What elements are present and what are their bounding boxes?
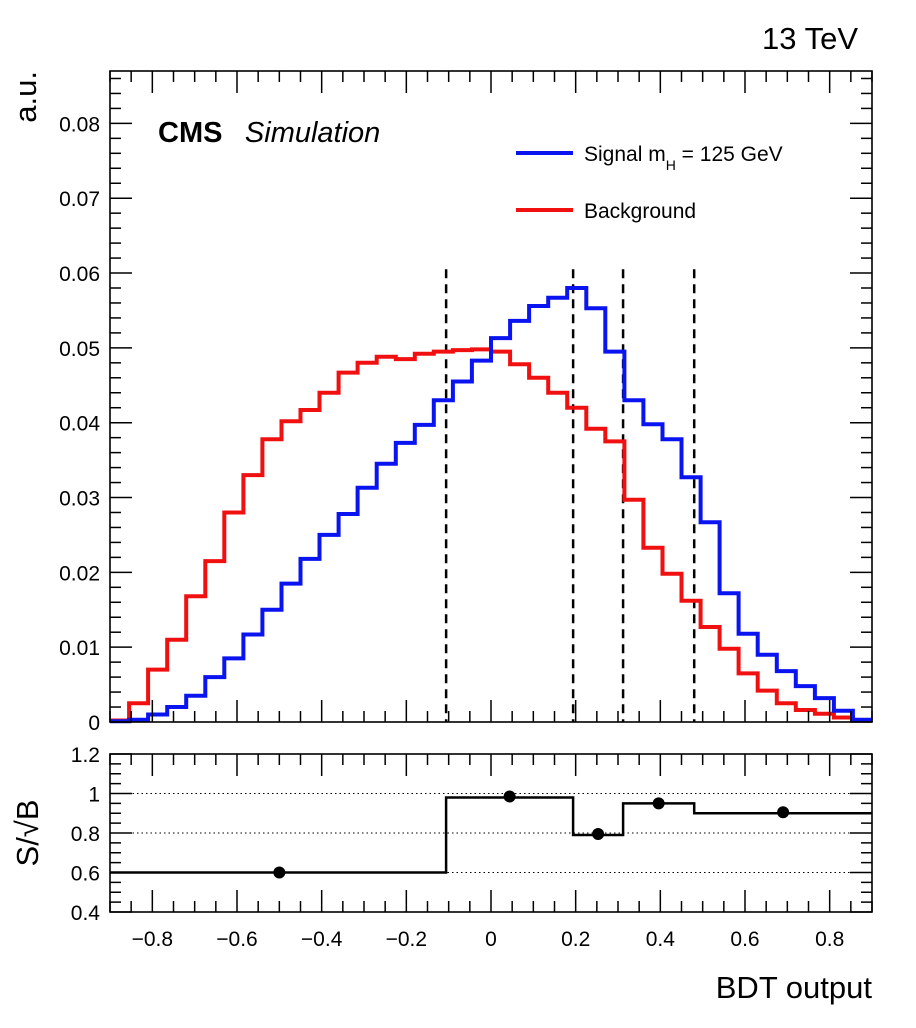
ratio-panel-frame bbox=[109, 753, 873, 913]
y-tick-label: 0.04 bbox=[59, 413, 100, 436]
ratio-y-tick-label: 0.8 bbox=[71, 823, 100, 846]
ratio-y-tick-label: 1.2 bbox=[71, 744, 100, 767]
ratio-data-point bbox=[777, 806, 790, 819]
x-tick-label: 0.4 bbox=[646, 928, 676, 951]
y-tick-label: 0.03 bbox=[59, 488, 100, 511]
y-tick-label: 0.08 bbox=[59, 113, 100, 136]
signal-legend-label: Signal mH = 125 GeV bbox=[584, 143, 783, 173]
top-y-axis-title: a.u. bbox=[8, 71, 43, 123]
ratio-data-point bbox=[503, 790, 516, 803]
experiment-status: Simulation bbox=[245, 117, 380, 149]
x-tick-label: −0.4 bbox=[301, 928, 343, 951]
x-tick-label: 0.8 bbox=[815, 928, 844, 951]
y-tick-label: 0.02 bbox=[59, 562, 100, 585]
x-tick-label: 0.6 bbox=[730, 928, 759, 951]
top-panel: 0 0.01 0.02 0.03 0.04 0.05 0.06 0.07 0.08 a.u. C… bbox=[8, 70, 873, 735]
y-tick-label: 0.06 bbox=[59, 263, 100, 286]
x-tick-label: 0 bbox=[485, 928, 497, 951]
ratio-y-axis-title: S/√B bbox=[10, 800, 45, 867]
x-tick-label: −0.8 bbox=[132, 928, 173, 951]
ratio-panel: 0.4 0.6 0.8 1 1.2 −0.8 −0.6 −0.4 −0.2 0 0.2 0.4 0.6 0… bbox=[10, 744, 873, 1005]
ratio-y-tick-label: 0.4 bbox=[71, 902, 101, 925]
x-tick-label: −0.2 bbox=[386, 928, 427, 951]
ratio-step-line bbox=[110, 796, 872, 874]
ratio-data-point bbox=[592, 827, 605, 840]
ratio-y-tick-label: 1 bbox=[88, 784, 100, 807]
y-tick-label: 0.05 bbox=[59, 338, 100, 361]
x-tick-label: −0.6 bbox=[216, 928, 257, 951]
ratio-data-point bbox=[273, 866, 286, 879]
x-tick-label: 0.2 bbox=[561, 928, 590, 951]
experiment-label: CMS Simulation bbox=[158, 117, 380, 149]
energy-label: 13 TeV bbox=[762, 21, 858, 56]
ratio-y-tick-label: 0.6 bbox=[71, 863, 100, 886]
top-panel-frame bbox=[109, 70, 873, 723]
signal-histogram-line bbox=[110, 286, 872, 724]
ratio-data-point bbox=[652, 797, 665, 810]
y-tick-label: 0.07 bbox=[59, 188, 100, 211]
legend: Signal mH = 125 GeV Background bbox=[516, 143, 783, 223]
y-tick-label: 0 bbox=[88, 712, 100, 735]
experiment-name: CMS bbox=[158, 117, 222, 149]
x-axis-title: BDT output bbox=[716, 970, 873, 1005]
background-legend-label: Background bbox=[584, 200, 696, 223]
y-tick-label: 0.01 bbox=[59, 637, 100, 660]
